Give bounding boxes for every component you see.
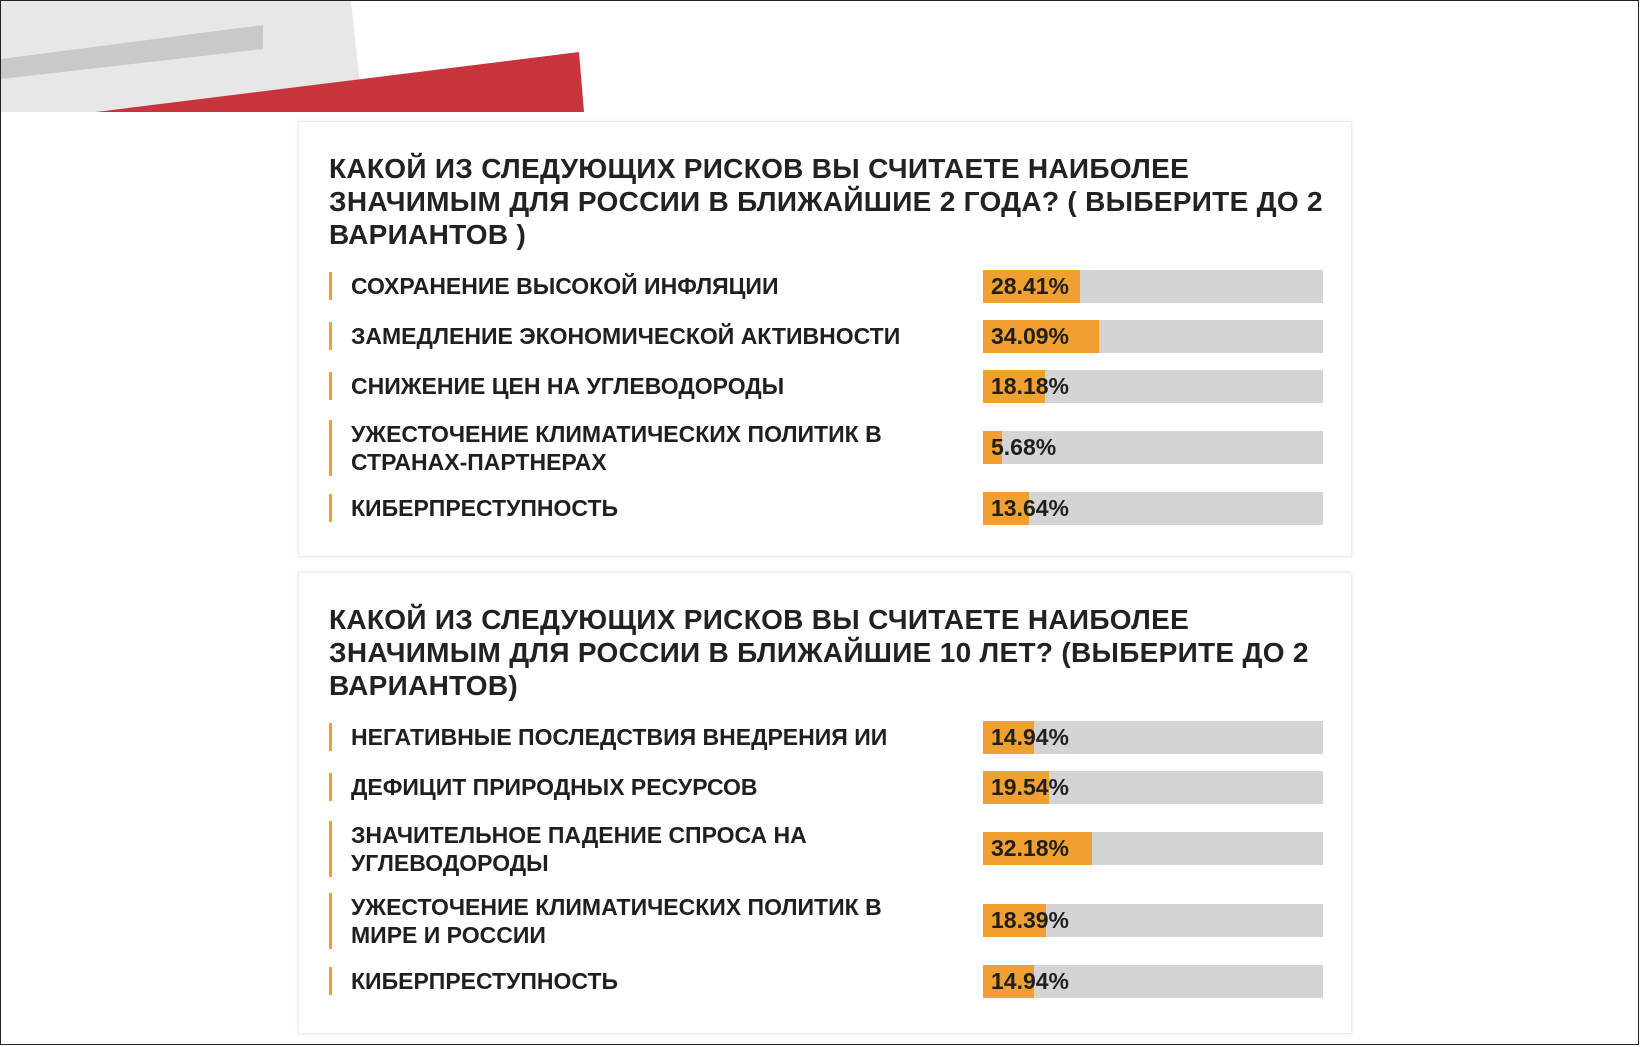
bar-fill (983, 965, 1034, 998)
result-bar: 18.39% (983, 904, 1323, 937)
result-bar: 18.18% (983, 370, 1323, 403)
percentage-value: 14.94% (991, 968, 1070, 994)
percentage-value: 18.39% (991, 907, 1070, 933)
bar-fill (983, 320, 1099, 353)
option-label: ДЕФИЦИТ ПРИРОДНЫХ РЕСУРСОВ (329, 773, 949, 801)
percentage-value: 18.18% (991, 373, 1070, 399)
poll-card-10-years: КАКОЙ ИЗ СЛЕДУЮЩИХ РИСКОВ ВЫ СЧИТАЕТЕ НА… (298, 572, 1352, 1034)
poll-question: КАКОЙ ИЗ СЛЕДУЮЩИХ РИСКОВ ВЫ СЧИТАЕТЕ НА… (329, 153, 1323, 250)
red-paper-shape (96, 52, 584, 112)
bar-fill (983, 771, 1050, 804)
percentage-value: 32.18% (991, 835, 1070, 861)
option-label: КИБЕРПРЕСТУПНОСТЬ (329, 967, 949, 995)
bar-fill (983, 492, 1030, 525)
result-bar: 19.54% (983, 771, 1323, 804)
poll-question: КАКОЙ ИЗ СЛЕДУЮЩИХ РИСКОВ ВЫ СЧИТАЕТЕ НА… (329, 604, 1309, 701)
bar-fill (983, 431, 1003, 464)
option-label: СОХРАНЕНИЕ ВЫСОКОЙ ИНФЛЯЦИИ (329, 272, 949, 300)
percentage-value: 19.54% (991, 774, 1070, 800)
bar-fill (983, 904, 1046, 937)
result-bar: 34.09% (983, 320, 1323, 353)
bar-fill (983, 721, 1034, 754)
result-bar: 14.94% (983, 965, 1323, 998)
decorative-header-graphic (1, 1, 584, 112)
result-bar: 28.41% (983, 270, 1323, 303)
percentage-value: 28.41% (991, 273, 1070, 299)
result-bar: 32.18% (983, 832, 1323, 865)
option-label: ЗАМЕДЛЕНИЕ ЭКОНОМИЧЕСКОЙ АКТИВНОСТИ (329, 322, 949, 350)
poll-card-2-years: КАКОЙ ИЗ СЛЕДУЮЩИХ РИСКОВ ВЫ СЧИТАЕТЕ НА… (298, 121, 1352, 557)
option-label: СНИЖЕНИЕ ЦЕН НА УГЛЕВОДОРОДЫ (329, 372, 949, 400)
result-bar: 13.64% (983, 492, 1323, 525)
result-bar: 14.94% (983, 721, 1323, 754)
bar-fill (983, 832, 1093, 865)
option-label: УЖЕСТОЧЕНИЕ КЛИМАТИЧЕСКИХ ПОЛИТИК В МИРЕ… (329, 893, 949, 949)
percentage-value: 34.09% (991, 323, 1070, 349)
percentage-value: 14.94% (991, 724, 1070, 750)
percentage-value: 13.64% (991, 495, 1070, 521)
result-bar: 5.68% (983, 431, 1323, 464)
percentage-value: 5.68% (991, 434, 1057, 460)
option-label: КИБЕРПРЕСТУПНОСТЬ (329, 494, 949, 522)
bar-fill (983, 370, 1045, 403)
bar-fill (983, 270, 1080, 303)
option-label: УЖЕСТОЧЕНИЕ КЛИМАТИЧЕСКИХ ПОЛИТИК В СТРА… (329, 420, 949, 476)
gray-stripe (1, 25, 263, 79)
option-label: ЗНАЧИТЕЛЬНОЕ ПАДЕНИЕ СПРОСА НА УГЛЕВОДОР… (329, 821, 949, 877)
option-label: НЕГАТИВНЫЕ ПОСЛЕДСТВИЯ ВНЕДРЕНИЯ ИИ (329, 723, 949, 751)
